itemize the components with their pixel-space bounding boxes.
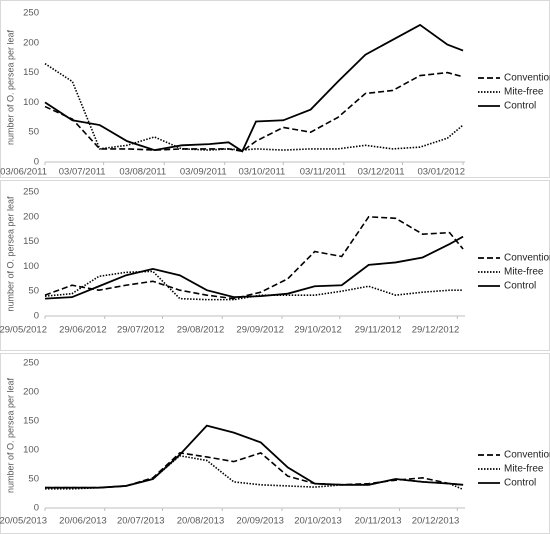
series-line: [44, 62, 464, 151]
x-tick-label: 29/07/2012: [117, 325, 165, 336]
x-tick-label: 03/11/2011: [300, 167, 346, 178]
x-tick-label: 29/05/2012: [0, 325, 47, 336]
y-tick-label: 200: [23, 211, 39, 222]
y-tick-label: 0: [34, 503, 39, 514]
panel-border: [0, 353, 550, 534]
y-tick-label: 100: [23, 261, 39, 272]
legend-label: Control: [504, 101, 536, 112]
x-tick-label: 03/08/2011: [119, 167, 166, 178]
legend-label: Conventional: [504, 253, 550, 264]
series-line: [45, 454, 464, 491]
x-tick-label: 03/07/2011: [59, 167, 106, 178]
legend-label: Control: [504, 478, 536, 489]
legend-label: Mite-free: [504, 464, 544, 475]
series-line: [44, 23, 464, 153]
y-tick-label: 200: [23, 37, 39, 48]
legend-label: Conventional: [504, 73, 550, 84]
x-tick-label: 03/06/2011: [0, 167, 47, 178]
x-tick-label: 03/10/2011: [238, 167, 285, 178]
panel-border: [0, 0, 550, 178]
x-tick-label: 03/09/2011: [180, 167, 227, 178]
y-tick-label: 250: [23, 187, 39, 198]
y-tick-label: 50: [28, 127, 39, 138]
x-tick-label: 29/11/2012: [355, 325, 402, 336]
x-tick-label: 03/01/2012: [417, 167, 465, 178]
x-tick-label: 29/08/2012: [177, 325, 225, 336]
x-tick-label: 20/10/2013: [294, 516, 342, 527]
legend-label: Mite-free: [504, 267, 544, 278]
x-tick-label: 20/06/2013: [59, 516, 107, 527]
x-tick-label: 20/05/2013: [0, 516, 47, 527]
series-line: [44, 270, 464, 301]
x-tick-label: 29/06/2012: [59, 325, 107, 336]
x-tick-label: 20/12/2013: [412, 516, 460, 527]
y-tick-label: 100: [23, 445, 39, 456]
y-axis-label: number of O. persea per leaf: [5, 196, 15, 312]
y-tick-label: 100: [23, 97, 39, 108]
x-tick-label: 03/12/2011: [358, 167, 405, 178]
y-tick-label: 200: [23, 387, 39, 398]
series-line: [44, 215, 464, 300]
y-tick-label: 150: [23, 416, 39, 427]
legend-label: Conventional: [504, 450, 550, 461]
series-line: [44, 71, 464, 153]
y-tick-label: 0: [34, 157, 39, 168]
x-tick-label: 29/12/2012: [412, 325, 460, 336]
x-tick-label: 29/10/2012: [294, 325, 342, 336]
y-tick-label: 250: [23, 8, 39, 19]
legend-label: Mite-free: [504, 87, 544, 98]
legend-label: Control: [504, 281, 536, 292]
y-tick-label: 250: [23, 358, 39, 369]
y-tick-label: 50: [28, 286, 39, 297]
y-tick-label: 150: [23, 236, 39, 247]
x-tick-label: 20/08/2013: [177, 516, 225, 527]
series-line: [44, 235, 464, 300]
y-axis-label: number of O. persea per leaf: [5, 29, 15, 145]
x-tick-label: 20/07/2013: [117, 516, 165, 527]
series-line: [45, 452, 464, 489]
y-axis-label: number of O. persea per leaf: [5, 377, 15, 493]
y-tick-label: 150: [23, 67, 39, 78]
x-tick-label: 29/09/2012: [236, 325, 284, 336]
x-tick-label: 20/09/2013: [236, 516, 284, 527]
x-tick-label: 20/11/2013: [355, 516, 402, 527]
series-line: [45, 424, 464, 489]
y-tick-label: 0: [34, 311, 39, 322]
y-tick-label: 50: [28, 474, 39, 485]
